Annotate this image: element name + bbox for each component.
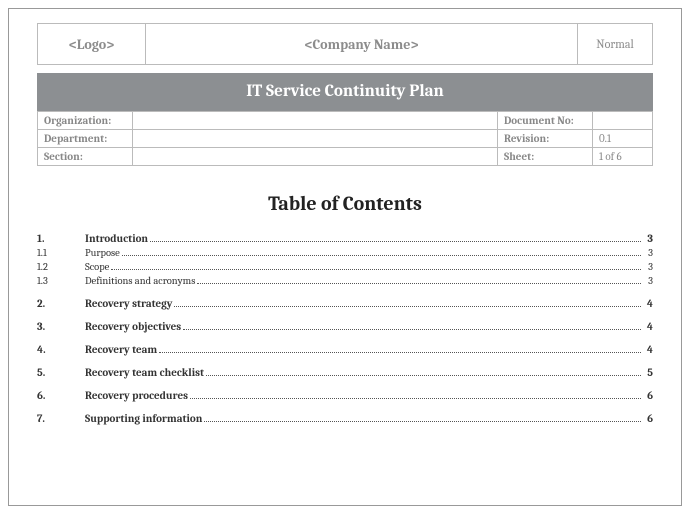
table-row: Organization: Document No: [38, 112, 653, 130]
toc-label: Recovery team [85, 343, 157, 356]
meta-docno-label: Document No: [498, 112, 593, 130]
toc-label: Purpose [85, 247, 120, 259]
toc-label: Supporting information [85, 412, 202, 425]
toc-num: 2. [37, 297, 85, 310]
meta-sheet-label: Sheet: [498, 148, 593, 166]
toc-leader-dots [197, 278, 641, 284]
toc-label: Definitions and acronyms [85, 275, 195, 287]
logo-placeholder: <Logo> [38, 24, 146, 64]
toc-entry: 4.Recovery team 4 [37, 342, 653, 357]
toc-num: 5. [37, 366, 85, 379]
toc-leader-dots [206, 369, 641, 376]
toc-num: 1.1 [37, 247, 85, 259]
toc-leader-dots [190, 392, 641, 399]
meta-sect-value [133, 148, 498, 166]
meta-org-label: Organization: [38, 112, 133, 130]
toc-leader-dots [174, 300, 641, 307]
toc-leader-dots [159, 346, 641, 353]
toc-page: 4 [643, 320, 653, 333]
toc-entry: 2.Recovery strategy 4 [37, 296, 653, 311]
toc-leader-dots [183, 323, 641, 330]
document-page: <Logo> <Company Name> Normal IT Service … [8, 8, 682, 506]
toc-entry: 1.Introduction 3 [37, 231, 653, 246]
toc-num: 3. [37, 320, 85, 333]
toc-page: 3 [643, 261, 653, 273]
toc-leader-dots [204, 415, 641, 422]
meta-dept-label: Department: [38, 130, 133, 148]
view-mode: Normal [578, 24, 652, 64]
toc-label: Scope [85, 261, 109, 273]
meta-sect-label: Section: [38, 148, 133, 166]
toc-entry: 1.2Scope 3 [37, 260, 653, 274]
toc-entry: 7.Supporting information 6 [37, 411, 653, 426]
toc-label: Recovery strategy [85, 297, 172, 310]
toc-entry: 1.3Definitions and acronyms 3 [37, 274, 653, 288]
toc-num: 1.3 [37, 275, 85, 287]
meta-sheet-value: 1 of 6 [593, 148, 653, 166]
toc-page: 3 [643, 275, 653, 287]
toc-page: 4 [643, 297, 653, 310]
meta-rev-label: Revision: [498, 130, 593, 148]
header-bar: <Logo> <Company Name> Normal [37, 23, 653, 65]
toc-leader-dots [111, 264, 641, 270]
document-title: IT Service Continuity Plan [37, 73, 653, 111]
toc-heading: Table of Contents [37, 192, 653, 215]
toc-page: 3 [643, 247, 653, 259]
meta-table: Organization: Document No: Department: R… [37, 111, 653, 166]
toc-label: Recovery objectives [85, 320, 181, 333]
toc-page: 4 [643, 343, 653, 356]
meta-dept-value [133, 130, 498, 148]
toc-page: 3 [643, 232, 653, 245]
table-row: Department: Revision: 0.1 [38, 130, 653, 148]
toc-num: 4. [37, 343, 85, 356]
toc-page: 6 [643, 389, 653, 402]
toc-entry: 6.Recovery procedures 6 [37, 388, 653, 403]
toc-label: Introduction [85, 232, 148, 245]
toc-label: Recovery procedures [85, 389, 188, 402]
meta-org-value [133, 112, 498, 130]
toc-page: 5 [643, 366, 653, 379]
meta-docno-value [593, 112, 653, 130]
company-placeholder: <Company Name> [146, 24, 578, 64]
toc-entry: 1.1Purpose 3 [37, 246, 653, 260]
toc-entry: 3.Recovery objectives 4 [37, 319, 653, 334]
toc-leader-dots [150, 235, 641, 242]
toc-num: 6. [37, 389, 85, 402]
toc-num: 1. [37, 232, 85, 245]
toc-list: 1.Introduction31.1Purpose31.2Scope31.3De… [37, 231, 653, 426]
toc-num: 1.2 [37, 261, 85, 273]
toc-page: 6 [643, 412, 653, 425]
meta-rev-value: 0.1 [593, 130, 653, 148]
table-row: Section: Sheet: 1 of 6 [38, 148, 653, 166]
toc-num: 7. [37, 412, 85, 425]
toc-entry: 5.Recovery team checklist 5 [37, 365, 653, 380]
toc-label: Recovery team checklist [85, 366, 204, 379]
toc-leader-dots [122, 250, 641, 256]
